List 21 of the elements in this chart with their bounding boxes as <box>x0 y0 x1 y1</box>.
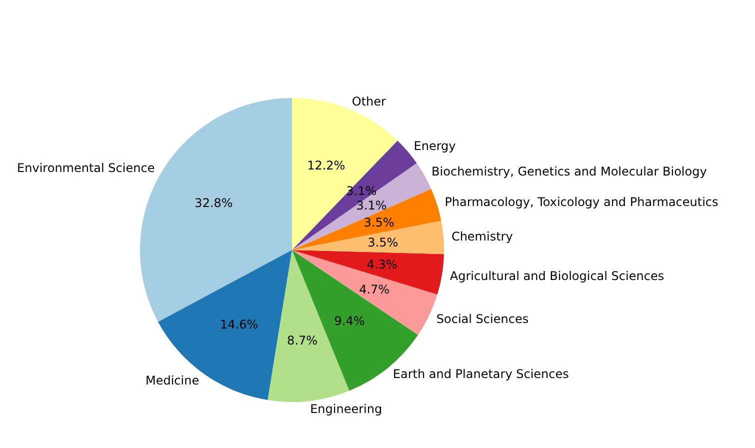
data-label: 12.2% <box>307 158 346 172</box>
data-label: 3.5% <box>368 235 398 250</box>
slice-label: Medicine <box>145 373 200 388</box>
slice-label: Chemistry <box>451 230 513 244</box>
data-label: 14.6% <box>220 317 258 332</box>
slice-label: Earth and Planetary Sciences <box>392 367 569 382</box>
data-label: 9.4% <box>334 314 365 328</box>
data-label: 32.8% <box>194 196 233 210</box>
data-label: 4.3% <box>366 258 398 272</box>
slice-label: Energy <box>414 139 456 154</box>
slice-label: Other <box>352 94 386 109</box>
data-label: 3.5% <box>364 216 394 230</box>
slice-label: Environmental Science <box>17 160 155 175</box>
data-label: 4.7% <box>359 282 390 296</box>
data-label: 8.7% <box>287 334 318 348</box>
slice-label: Biochemistry, Genetics and Molecular Biology <box>432 164 707 179</box>
slice-label: Social Sciences <box>436 312 529 326</box>
slice-label: Engineering <box>310 402 382 416</box>
slice-label: Pharmacology, Toxicology and Pharmaceutics <box>444 195 718 210</box>
data-label: 3.1% <box>356 198 387 212</box>
slice-label: Agricultural and Biological Sciences <box>450 268 664 283</box>
